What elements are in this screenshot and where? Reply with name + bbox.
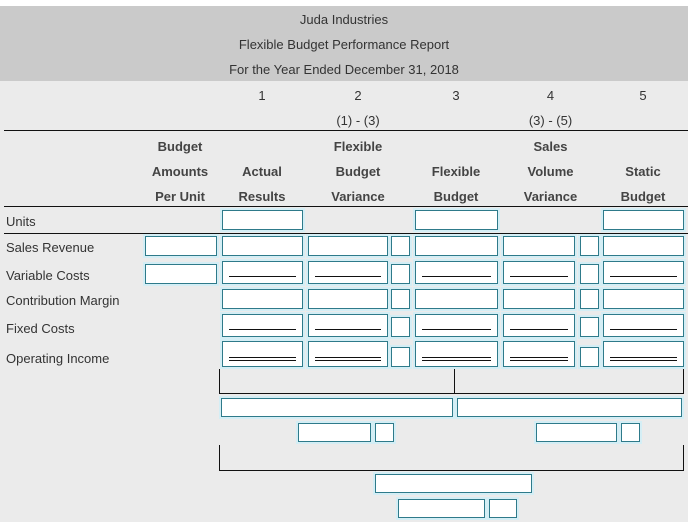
sales-revenue-flex-budget-input[interactable] — [415, 236, 498, 256]
fixed-costs-sales-vol-variance-input[interactable] — [503, 314, 575, 337]
static-budget-variance-fu-select[interactable] — [489, 499, 517, 518]
report-title: Flexible Budget Performance Report — [238, 37, 450, 52]
static-budget-variance-label-input[interactable] — [375, 474, 532, 493]
header-budget-per-unit-2: Amounts — [151, 164, 209, 179]
sales-vol-variance-total-amount-input[interactable] — [536, 423, 617, 442]
header-divider — [4, 130, 688, 131]
contribution-margin-static-input[interactable] — [603, 289, 684, 309]
header-sales-vol-3: Variance — [523, 189, 578, 204]
variable-costs-sales-vol-variance-input[interactable] — [503, 261, 575, 284]
units-flex-budget-input[interactable] — [415, 210, 498, 230]
col-number-5: 5 — [639, 88, 647, 103]
operating-income-sales-vol-fu-select[interactable] — [580, 347, 599, 367]
col-formula-2: (1) - (3) — [336, 113, 380, 128]
sales-revenue-per-unit-input[interactable] — [145, 236, 217, 256]
operating-income-static-input[interactable] — [603, 341, 684, 367]
contribution-margin-flex-variance-input[interactable] — [308, 289, 388, 309]
columns-divider — [4, 206, 688, 207]
flex-variance-total-amount-input[interactable] — [298, 423, 371, 442]
operating-income-actual-input[interactable] — [222, 341, 303, 367]
operating-income-flex-variance-fu-select[interactable] — [391, 347, 410, 367]
variable-costs-flex-variance-input[interactable] — [308, 261, 388, 284]
header-flex-budget-1: Flexible — [431, 164, 481, 179]
header-static-1: Static — [625, 164, 661, 179]
fixed-costs-flex-budget-input[interactable] — [415, 314, 498, 337]
variable-costs-flex-variance-fu-select[interactable] — [391, 264, 410, 284]
row-label-sales-revenue: Sales Revenue — [6, 240, 95, 255]
operating-income-flex-variance-input[interactable] — [308, 341, 388, 367]
header-actual-1: Actual — [242, 164, 282, 179]
header-flex-budget-2: Budget — [433, 189, 479, 204]
row-label-operating-income: Operating Income — [6, 351, 110, 366]
contribution-margin-sales-vol-fu-select[interactable] — [580, 289, 599, 309]
header-actual-2: Results — [238, 189, 286, 204]
sales-revenue-sales-vol-variance-input[interactable] — [503, 236, 575, 256]
header-static-2: Budget — [620, 189, 666, 204]
contribution-margin-actual-input[interactable] — [222, 289, 303, 309]
sales-vol-variance-total-label-input[interactable] — [457, 398, 682, 417]
operating-income-flex-budget-input[interactable] — [415, 341, 498, 367]
header-flex-variance-3: Variance — [331, 189, 385, 204]
sales-vol-variance-total-fu-select[interactable] — [621, 423, 640, 442]
lower-bracket-right-line — [683, 445, 684, 471]
col-number-3: 3 — [452, 88, 460, 103]
sales-revenue-static-input[interactable] — [603, 236, 684, 256]
col-number-1: 1 — [258, 88, 266, 103]
row-label-contribution-margin: Contribution Margin — [6, 293, 120, 308]
bracket-right-line — [683, 369, 684, 394]
row-label-units: Units — [6, 214, 36, 229]
col-formula-4: (3) - (5) — [528, 113, 573, 128]
sales-revenue-sales-vol-fu-select[interactable] — [580, 236, 599, 256]
bracket-left-line — [219, 369, 220, 394]
variable-costs-per-unit-input[interactable] — [145, 264, 217, 284]
variable-costs-flex-budget-input[interactable] — [415, 261, 498, 284]
row-label-fixed-costs: Fixed Costs — [6, 321, 75, 336]
fixed-costs-flex-variance-fu-select[interactable] — [391, 317, 410, 337]
lower-bracket-bottom-line — [219, 470, 684, 471]
report-title-band: Juda Industries Flexible Budget Performa… — [0, 6, 688, 81]
bracket-bottom-line — [219, 393, 684, 394]
header-sales-vol-1: Sales — [533, 139, 568, 154]
flex-variance-total-fu-select[interactable] — [375, 423, 394, 442]
fixed-costs-actual-input[interactable] — [222, 314, 303, 337]
header-flex-variance-2: Budget — [335, 164, 381, 179]
header-budget-per-unit-1: Budget — [157, 139, 203, 154]
header-budget-per-unit-3: Per Unit — [155, 189, 205, 204]
contribution-margin-flex-variance-fu-select[interactable] — [391, 289, 410, 309]
units-actual-input[interactable] — [222, 210, 303, 230]
fixed-costs-static-input[interactable] — [603, 314, 684, 337]
units-static-input[interactable] — [603, 210, 684, 230]
variable-costs-actual-input[interactable] — [222, 261, 303, 284]
row-label-variable-costs: Variable Costs — [6, 268, 90, 283]
variable-costs-static-input[interactable] — [603, 261, 684, 284]
header-sales-vol-2: Volume — [527, 164, 574, 179]
col-number-2: 2 — [354, 88, 362, 103]
variable-costs-sales-vol-fu-select[interactable] — [580, 264, 599, 284]
contribution-margin-sales-vol-variance-input[interactable] — [503, 289, 575, 309]
operating-income-sales-vol-variance-input[interactable] — [503, 341, 575, 367]
company-name: Juda Industries — [299, 12, 389, 27]
flex-variance-total-label-input[interactable] — [221, 398, 453, 417]
lower-bracket-left-line — [219, 445, 220, 471]
fixed-costs-sales-vol-fu-select[interactable] — [580, 317, 599, 337]
contribution-margin-flex-budget-input[interactable] — [415, 289, 498, 309]
static-budget-variance-amount-input[interactable] — [398, 499, 485, 518]
sales-revenue-flex-variance-input[interactable] — [308, 236, 388, 256]
fixed-costs-flex-variance-input[interactable] — [308, 314, 388, 337]
header-flex-variance-1: Flexible — [333, 139, 383, 154]
units-divider — [4, 233, 688, 234]
sales-revenue-actual-input[interactable] — [222, 236, 303, 256]
bracket-mid-line — [454, 369, 455, 394]
report-period: For the Year Ended December 31, 2018 — [229, 62, 459, 77]
sales-revenue-flex-variance-fu-select[interactable] — [391, 236, 410, 256]
col-number-4: 4 — [546, 88, 555, 103]
